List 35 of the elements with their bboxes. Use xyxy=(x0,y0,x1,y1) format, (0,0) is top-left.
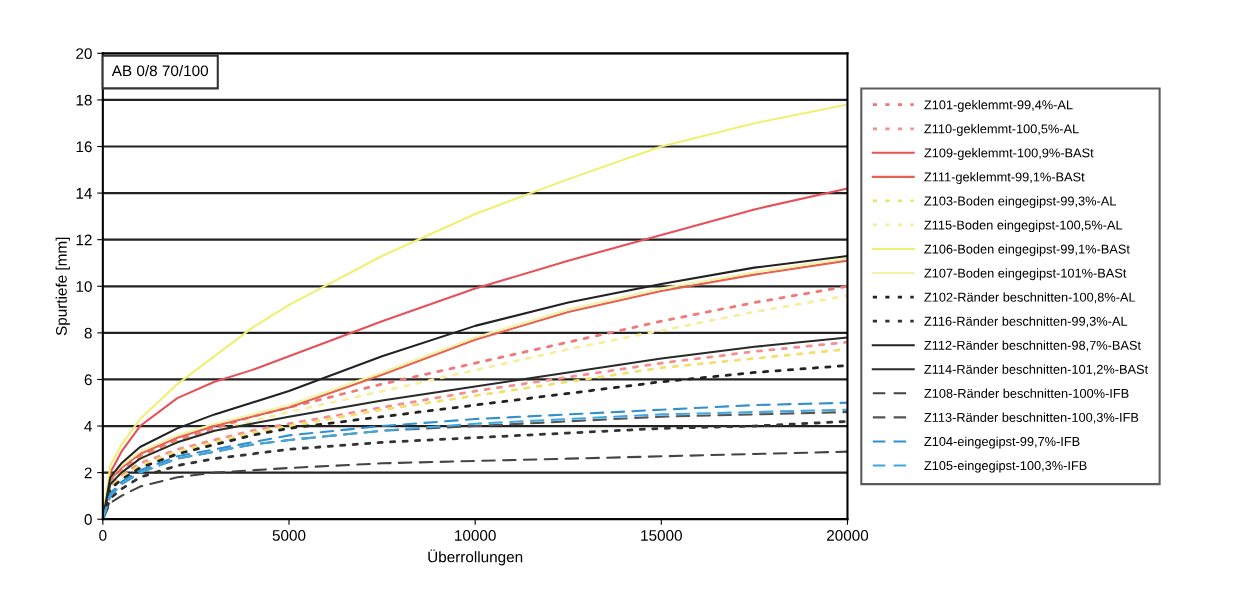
y-tick-label: 4 xyxy=(84,421,92,432)
legend-label: Z114-Ränder beschnitten-101,2%-BASt xyxy=(924,364,1149,376)
legend-label: Z102-Ränder beschnitten-100,8%-AL xyxy=(924,292,1136,304)
x-axis-title: Überrollungen xyxy=(428,549,523,566)
y-tick-label: 14 xyxy=(76,188,92,199)
y-tick-label: 2 xyxy=(84,467,92,479)
x-tick-label: 5000 xyxy=(272,530,306,541)
legend-label: Z101-geklemmt-99,4%-AL xyxy=(924,99,1073,112)
x-tick-label: 0 xyxy=(99,530,107,541)
y-tick-label: 10 xyxy=(76,281,92,292)
x-tick-label: 10000 xyxy=(455,530,496,541)
x-tick-label: 15000 xyxy=(641,530,682,541)
y-axis-title: Spurtiefe [mm] xyxy=(55,237,70,336)
legend-label: Z113-Ränder beschnitten-100,3%-IFB xyxy=(924,412,1139,424)
legend-label: Z110-geklemmt-100,5%-AL xyxy=(924,123,1079,136)
legend-label: Z109-geklemmt-100,9%-BASt xyxy=(924,148,1094,160)
legend-label: Z105-eingegipst-100,3%-IFB xyxy=(924,460,1087,473)
y-tick-label: 12 xyxy=(76,234,92,246)
legend-label: Z112-Ränder beschnitten-98,7%-BASt xyxy=(924,340,1141,352)
legend-label: Z111-geklemmt-99,1%-BASt xyxy=(924,172,1085,184)
legend-label: Z103-Boden eingegipst-99,3%-AL xyxy=(924,196,1116,209)
legend-label: Z106-Boden eingegipst-99,1%-BASt xyxy=(924,244,1130,257)
legend-label: Z104-eingegipst-99,7%-IFB xyxy=(924,436,1080,449)
y-tick-label: 20 xyxy=(76,48,92,60)
y-tick-label: 6 xyxy=(84,374,92,386)
legend-label: Z107-Boden eingegipst-101%-BASt xyxy=(924,268,1127,281)
y-tick-label: 18 xyxy=(76,94,92,106)
x-tick-label: 20000 xyxy=(827,530,869,541)
y-tick-label: 16 xyxy=(76,141,92,153)
legend-label: Z108-Ränder beschnitten-100%-IFB xyxy=(924,388,1129,398)
legend-label: Z115-Boden eingegipst-100,5%-AL xyxy=(924,220,1123,233)
y-tick-label: 0 xyxy=(84,514,92,525)
legend-label: Z116-Ränder beschnitten-99,3%-AL xyxy=(924,316,1128,328)
y-tick-label: 8 xyxy=(84,327,92,339)
annotation: AB 0/8 70/100 xyxy=(111,64,209,77)
